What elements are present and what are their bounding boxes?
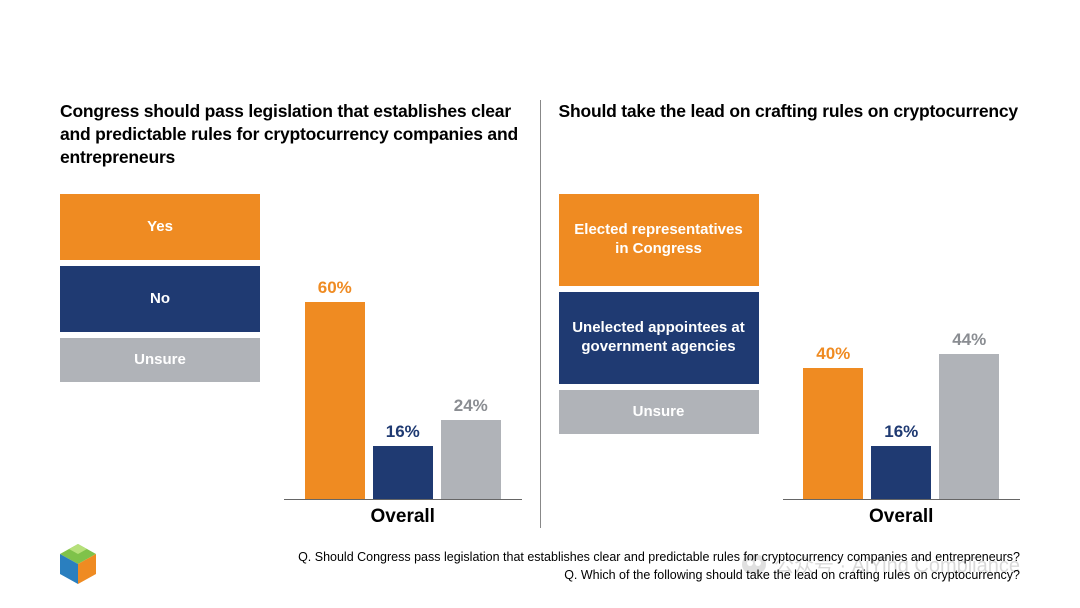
chart-left: 60%16%24% Overall xyxy=(284,194,522,528)
bar: 16% xyxy=(373,446,433,499)
panel-left: Congress should pass legislation that es… xyxy=(60,100,522,528)
bar-value-label: 60% xyxy=(318,278,352,298)
footer-line-2: Q. Which of the following should take th… xyxy=(200,566,1020,584)
bars-left: 60%16%24% xyxy=(284,194,522,500)
legend-item: Unsure xyxy=(559,390,759,434)
bars-right: 40%16%44% xyxy=(783,194,1021,500)
legend-left: YesNo Unsure xyxy=(60,194,260,528)
legend-item: Yes xyxy=(60,194,260,260)
legend-item: Unsure xyxy=(60,338,260,382)
chart-right: 40%16%44% Overall xyxy=(783,194,1021,528)
panel-left-body: YesNoUnsure 60%16%24% Overall xyxy=(60,194,522,528)
footer-questions: Q. Should Congress pass legislation that… xyxy=(200,548,1020,584)
content-area: Congress should pass legislation that es… xyxy=(60,100,1020,528)
panel-right-body: Elected representatives in CongressUnele… xyxy=(559,194,1021,528)
bar: 16% xyxy=(871,446,931,499)
legend-item: Unelected appointees at government agenc… xyxy=(559,292,759,384)
brand-logo xyxy=(56,542,100,586)
legend-item: No xyxy=(60,266,260,332)
bar-value-label: 16% xyxy=(884,422,918,442)
caption-right: Overall xyxy=(783,506,1021,528)
caption-left: Overall xyxy=(284,506,522,528)
footer-line-1: Q. Should Congress pass legislation that… xyxy=(200,548,1020,566)
bar: 60% xyxy=(305,302,365,499)
bar-value-label: 16% xyxy=(386,422,420,442)
legend-item: Elected representatives in Congress xyxy=(559,194,759,286)
bar: 24% xyxy=(441,420,501,499)
bar: 40% xyxy=(803,368,863,499)
panel-left-title: Congress should pass legislation that es… xyxy=(60,100,522,170)
bar-value-label: 24% xyxy=(454,396,488,416)
legend-right: Elected representatives in CongressUnele… xyxy=(559,194,759,528)
cube-icon xyxy=(56,542,100,586)
bar-value-label: 40% xyxy=(816,344,850,364)
bar-value-label: 44% xyxy=(952,330,986,350)
panel-right-title: Should take the lead on crafting rules o… xyxy=(559,100,1021,170)
panel-right: Should take the lead on crafting rules o… xyxy=(559,100,1021,528)
panel-divider xyxy=(540,100,541,528)
bar: 44% xyxy=(939,354,999,499)
